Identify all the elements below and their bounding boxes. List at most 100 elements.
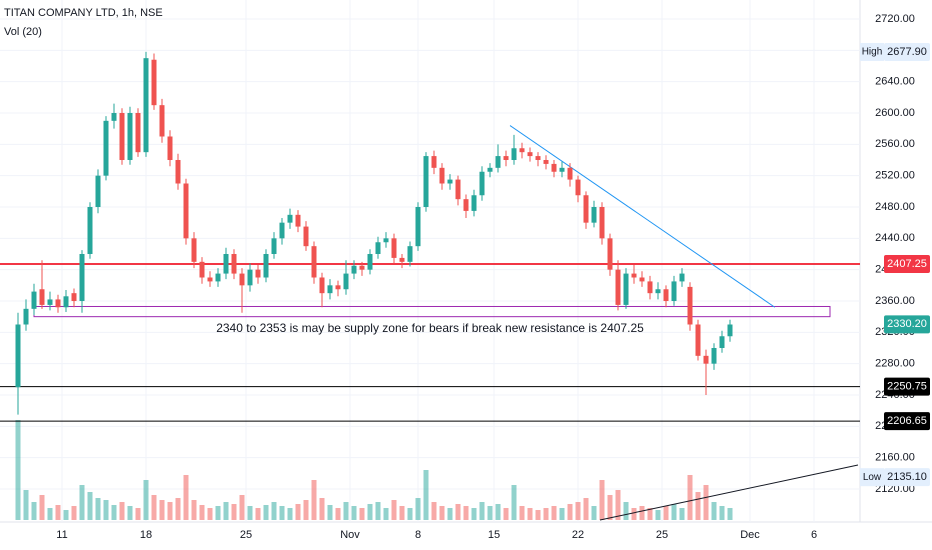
- price-tag-label: 2677.90: [887, 46, 927, 58]
- volume-bar: [399, 506, 405, 520]
- x-tick-label: 11: [56, 529, 67, 541]
- candle-body: [711, 348, 717, 364]
- x-tick-label: Dec: [740, 529, 760, 541]
- volume-bar: [231, 504, 237, 520]
- price-tag-label: 2330.20: [887, 318, 927, 330]
- candle-body: [271, 238, 277, 254]
- volume-bar: [255, 508, 261, 520]
- candle-body: [103, 120, 109, 176]
- volume-bar: [719, 506, 725, 520]
- volume-bar: [519, 506, 525, 520]
- volume-bar: [327, 505, 333, 520]
- candle-body: [183, 183, 189, 239]
- candle-body: [215, 273, 221, 282]
- price-tag-name-bg: [860, 468, 884, 487]
- volume-bar: [671, 504, 677, 520]
- candle-body: [607, 238, 613, 270]
- candle-body: [495, 156, 501, 168]
- x-tick-label: Nov: [340, 529, 360, 541]
- y-tick-label: 2520.00: [875, 170, 915, 182]
- candle-body: [703, 355, 709, 364]
- candle-body: [111, 113, 117, 121]
- candle-body: [687, 286, 693, 325]
- price-tag: [884, 377, 930, 396]
- volume-bar: [527, 508, 533, 520]
- candle-body: [15, 324, 21, 388]
- candle-body: [463, 199, 469, 211]
- volume-bar: [191, 500, 197, 520]
- candle-body: [479, 171, 485, 196]
- candle-body: [399, 257, 405, 262]
- volume-bar: [495, 504, 501, 520]
- volume-bar: [247, 506, 253, 520]
- price-tag-label: 2250.75: [887, 380, 927, 392]
- volume-bar: [447, 508, 453, 520]
- candle-body: [599, 207, 605, 239]
- volume-bar: [207, 508, 213, 520]
- candle-body: [615, 269, 621, 305]
- candle-body: [159, 105, 165, 137]
- x-tick-label: 25: [240, 529, 252, 541]
- volume-bar: [119, 502, 125, 520]
- candle-body: [511, 148, 517, 160]
- volume-bar: [663, 506, 669, 520]
- y-tick-label: 2280.00: [875, 358, 915, 370]
- x-tick-label: 6: [811, 529, 817, 541]
- candle-body: [223, 254, 229, 274]
- volume-bar: [15, 420, 21, 520]
- candle-body: [647, 281, 653, 294]
- volume-bar: [599, 480, 605, 520]
- candle-body: [79, 254, 85, 301]
- volume-bar: [703, 485, 709, 520]
- volume-bar: [343, 502, 349, 520]
- candle-body: [655, 289, 661, 294]
- candle-body: [663, 289, 669, 301]
- candle-body: [23, 308, 29, 325]
- volume-bar: [311, 480, 317, 520]
- volume-bar: [31, 502, 37, 520]
- volume-bar: [423, 470, 429, 520]
- candle-body: [319, 277, 325, 294]
- volume-bar: [223, 502, 229, 520]
- volume-bar: [479, 502, 485, 520]
- volume-bar: [655, 510, 661, 520]
- volume-bar: [103, 500, 109, 520]
- candle-body: [631, 273, 637, 278]
- candle-body: [191, 238, 197, 262]
- volume-bar: [503, 508, 509, 520]
- volume-bar: [71, 506, 77, 520]
- candle-body: [679, 273, 685, 282]
- volume-bar: [39, 495, 45, 520]
- candle-body: [559, 167, 565, 172]
- volume-bar: [367, 504, 373, 520]
- candle-body: [231, 254, 237, 274]
- trendline: [509, 125, 776, 308]
- candle-body: [471, 195, 477, 211]
- volume-bar: [87, 492, 93, 520]
- price-tag: [884, 315, 930, 334]
- x-tick-label: 25: [656, 529, 668, 541]
- volume-bar: [127, 506, 133, 520]
- volume-bar: [55, 505, 61, 520]
- volume-bar: [551, 506, 557, 520]
- volume-bar: [79, 485, 85, 520]
- y-tick-label: 2600.00: [875, 107, 915, 119]
- chart-title: TITAN COMPANY LTD, 1h, NSE: [4, 7, 163, 19]
- volume-bar: [151, 495, 157, 520]
- candle-body: [431, 156, 437, 168]
- volume-bar: [183, 475, 189, 520]
- candle-body: [207, 277, 213, 282]
- volume-bar: [383, 508, 389, 520]
- candle-body: [199, 261, 205, 278]
- candle-body: [239, 273, 245, 286]
- volume-bar: [511, 485, 517, 520]
- candle-body: [143, 58, 149, 153]
- volume-bar: [463, 506, 469, 520]
- candle-body: [63, 296, 69, 308]
- volume-bar: [583, 498, 589, 520]
- candle-body: [359, 265, 365, 270]
- annotation: 2340 to 2353 is may be supply zone for b…: [216, 321, 644, 335]
- candle-body: [127, 113, 133, 160]
- candle-body: [47, 299, 53, 305]
